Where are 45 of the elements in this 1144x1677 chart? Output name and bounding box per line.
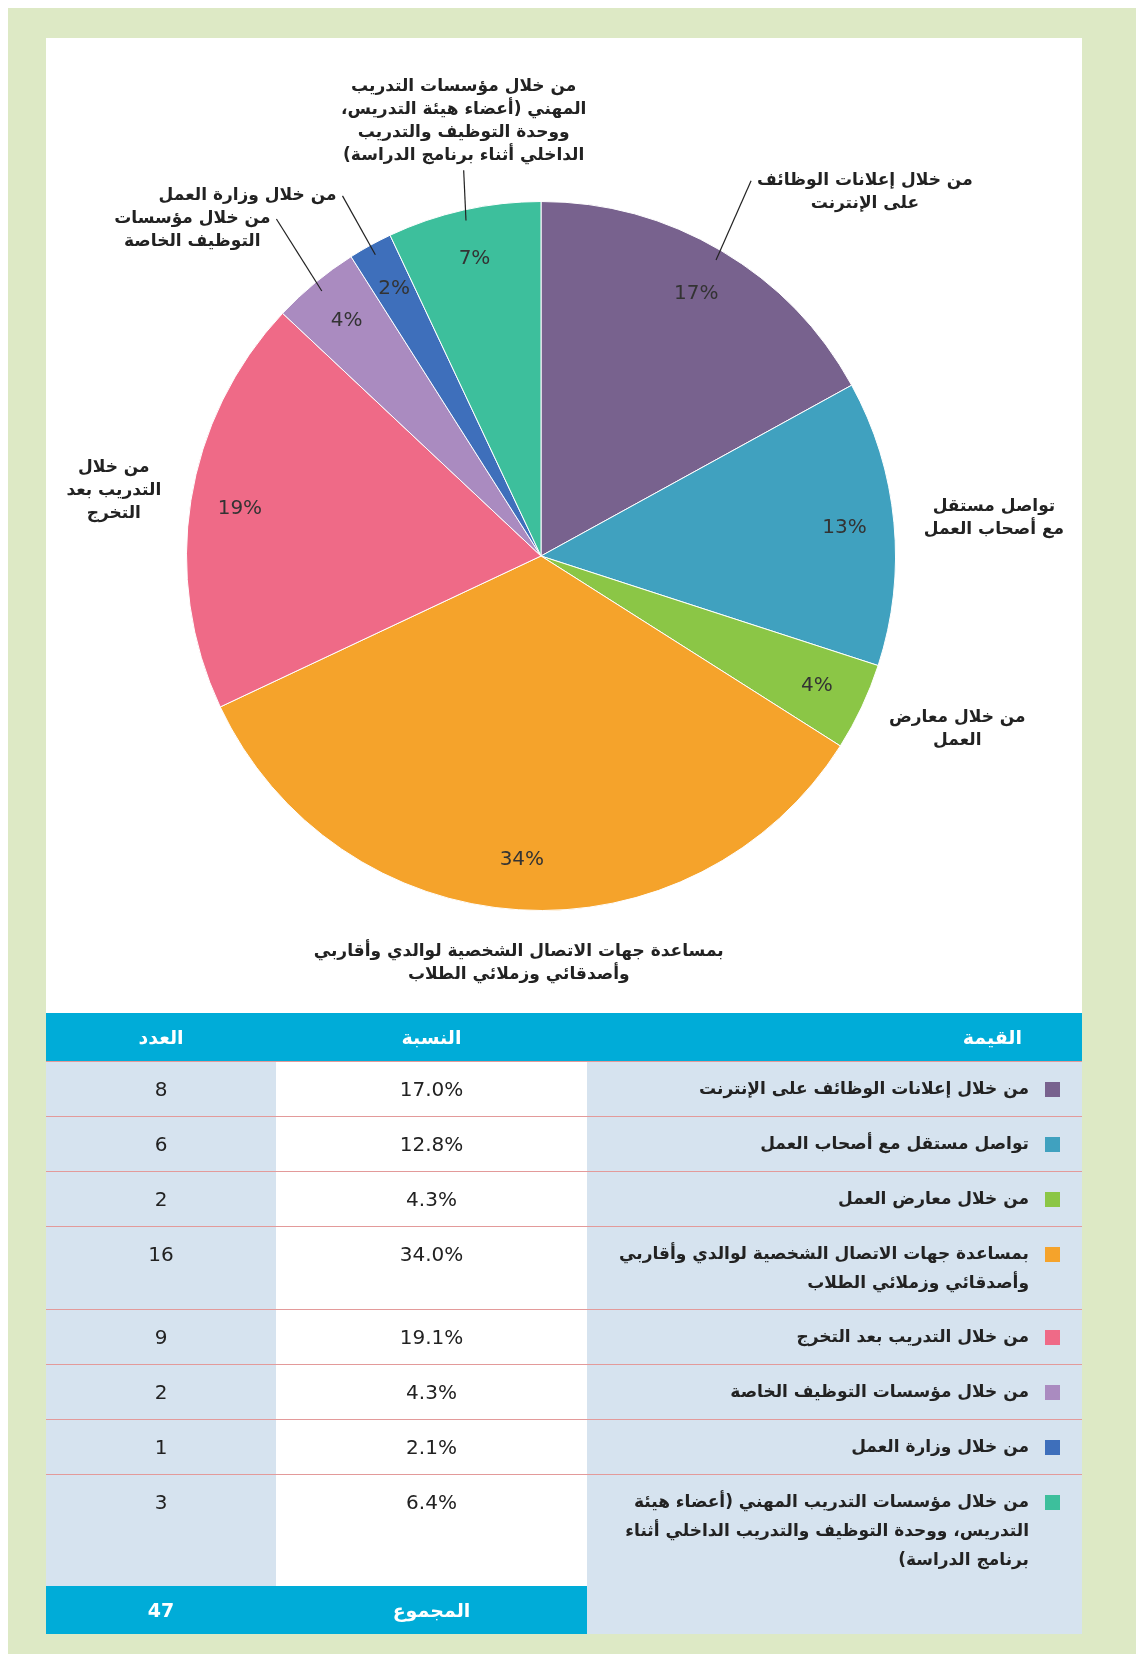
data-label: 13%	[822, 513, 867, 538]
text: العدد	[46, 1013, 276, 1062]
text: 9	[46, 1309, 276, 1365]
data-label: 7%	[458, 244, 491, 269]
text: 19.1%	[276, 1309, 587, 1365]
data-label: 4%	[330, 307, 363, 332]
text: 16	[46, 1226, 276, 1310]
text: من خلال إعلانات الوظائف على الإنترنت	[699, 1077, 1029, 1101]
text: 47	[46, 1586, 276, 1634]
text: 17.0%	[276, 1061, 587, 1117]
text: 34.0%	[276, 1226, 587, 1310]
slice-label: من خلال وزارة العمل	[158, 184, 337, 206]
text: 6	[46, 1116, 276, 1172]
text: 1	[46, 1419, 276, 1475]
text: القيمة	[587, 1013, 1082, 1062]
text: 12.8%	[276, 1116, 587, 1172]
text: من خلال التدريب بعد التخرج	[796, 1325, 1029, 1349]
slice-label: من خلال مؤسسات التوظيف الخاصة	[114, 207, 271, 252]
text: من خلال مؤسسات التدريب المهني (أعضاء هيئة التدريس، ووحدة التوظيف والتدريب الداخلي أثناء برنامج الدراسة)	[624, 1489, 1029, 1572]
data-label: 2%	[378, 275, 410, 300]
text: 4.3%	[276, 1364, 587, 1420]
slice-label: من خلال معارض العمل	[888, 706, 1026, 750]
text: النسبة	[276, 1013, 587, 1062]
text: 6.4%	[276, 1474, 587, 1586]
text: 2.1%	[276, 1419, 587, 1475]
slice-label: تواصل مستقل مع أصحاب العمل	[923, 494, 1065, 539]
text: من خلال معارض العمل	[837, 1187, 1029, 1211]
text: من خلال وزارة العمل	[851, 1435, 1029, 1459]
slice-label: من خلال مؤسسات التدريب المهني (أعضاء هيئة التدريس، ووحدة التوظيف والتدريب الداخلي أثناء برنامج الدراسة)	[340, 75, 587, 166]
data-label: 34%	[499, 846, 545, 871]
data-label: 4%	[800, 672, 833, 697]
text: 8	[46, 1061, 276, 1117]
data-label: 19%	[217, 494, 263, 519]
slice-label: من خلال إعلانات الوظائف على الإنترنت	[757, 169, 973, 214]
text: بمساعدة جهات الاتصال الشخصية لوالدي وأقاربي وأصدقائي وزملائي الطلاب	[618, 1241, 1029, 1295]
text: المجموع	[276, 1586, 587, 1634]
text: تواصل مستقل مع أصحاب العمل	[760, 1131, 1029, 1156]
text: 3	[46, 1474, 276, 1586]
text: 2	[46, 1171, 276, 1227]
slice-label: من خلال التدريب بعد التخرج	[66, 455, 162, 523]
data-label: 17%	[673, 279, 719, 304]
text: 4.3%	[276, 1171, 587, 1227]
text: 2	[46, 1364, 276, 1420]
text: من خلال مؤسسات التوظيف الخاصة	[730, 1380, 1029, 1404]
slice-label: بمساعدة جهات الاتصال الشخصية لوالدي وأقاربي وأصدقائي وزملائي الطلاب	[313, 938, 724, 984]
